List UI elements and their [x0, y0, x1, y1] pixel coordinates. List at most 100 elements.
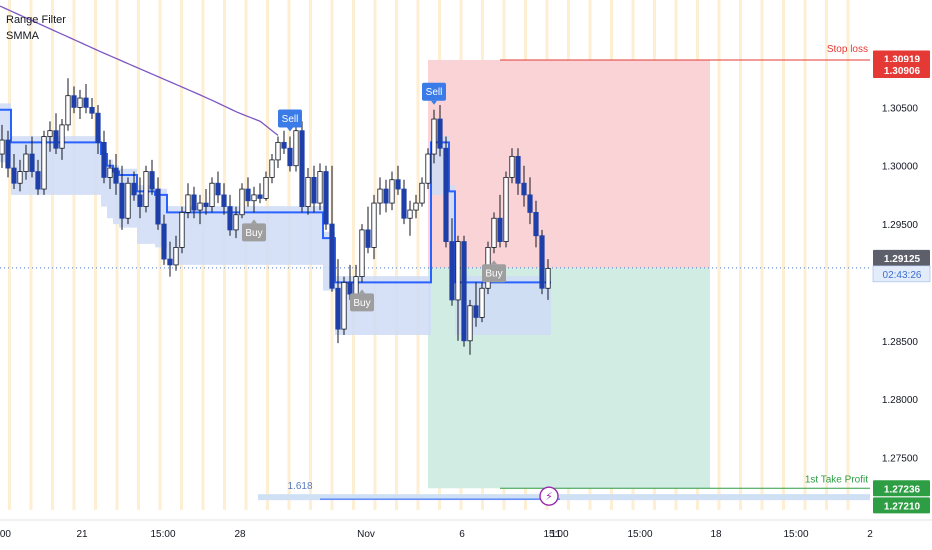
session-band [115, 0, 119, 510]
candle-body [251, 194, 257, 202]
candle-body [275, 141, 281, 161]
stop-price-box [873, 61, 930, 78]
session-band [416, 0, 420, 510]
time-tick: 2 [867, 529, 873, 540]
indicator-range-filter[interactable]: Range Filter [6, 14, 66, 26]
signal-tag [482, 264, 506, 283]
candle-body [113, 167, 119, 184]
candle-body [407, 209, 413, 219]
candle-body [317, 171, 323, 204]
candle-body [419, 182, 425, 204]
stop-zone [428, 59, 710, 268]
candle-body [0, 139, 5, 155]
price-tick: 1.28500 [882, 337, 919, 348]
fib-extension[interactable]: 1.618 ⚡ [258, 481, 870, 506]
candle-body [281, 141, 287, 149]
fib-bar [258, 494, 870, 501]
candle-body [497, 217, 503, 242]
candle-body [11, 167, 17, 184]
candle-body [449, 241, 455, 301]
candle-body [311, 176, 317, 204]
current-price: 1.29125 [884, 254, 921, 265]
price-tick: 1.28000 [882, 395, 919, 406]
candle-body [107, 167, 113, 178]
candle-body [245, 188, 251, 202]
candle-body [509, 155, 515, 178]
candle-body [77, 97, 83, 108]
candle-body [83, 97, 89, 108]
candle-body [521, 182, 527, 196]
signal-pointer [431, 100, 437, 105]
candle-body [287, 147, 293, 167]
candle-body [359, 229, 365, 277]
candle-body [527, 194, 533, 213]
candle-body [161, 223, 167, 260]
candle-body [491, 217, 497, 248]
session-band [94, 0, 97, 510]
take-profit-label: 1st Take Profit [805, 474, 868, 485]
countdown: 02:43:26 [883, 270, 922, 281]
session-band [373, 0, 377, 510]
candle-body [353, 276, 359, 295]
candle-body [101, 141, 107, 178]
time-tick: 15:00 [150, 529, 175, 540]
candle-body [119, 182, 125, 219]
candle-body [203, 202, 209, 207]
candle-body [341, 282, 347, 330]
candle-body [413, 202, 419, 211]
candle-body [215, 182, 221, 196]
price-scale[interactable]: 1.30500 1.30000 1.29500 1.28500 1.28000 1.275… [805, 44, 931, 514]
signal-tag [242, 223, 266, 242]
stop-price: 1.30906 [884, 66, 921, 77]
time-tick: :00 [0, 529, 11, 540]
signal-label: Buy [245, 228, 262, 239]
candle-body [197, 202, 203, 211]
time-tick: Nov [357, 529, 375, 540]
time-tick: 18 [710, 529, 722, 540]
candle-body [95, 112, 101, 143]
session-band [51, 0, 54, 510]
signal-label: Sell [426, 87, 443, 98]
stop-price-top: 1.30919 [884, 54, 921, 65]
signal-label: Sell [282, 114, 299, 125]
candle-body [59, 124, 65, 149]
candle-body [533, 212, 539, 237]
signal-pointer [287, 127, 293, 132]
candle-body [293, 130, 299, 167]
take-price: 1.27236 [884, 484, 921, 495]
signal-pointer [251, 219, 257, 224]
signal-pointer [359, 289, 365, 294]
candle-body [335, 287, 341, 330]
candle-body [269, 159, 275, 178]
session-band [72, 0, 76, 510]
candle-body [227, 206, 233, 231]
candle-body [185, 194, 191, 213]
time-tick: 6 [459, 529, 465, 540]
candle-body [425, 153, 431, 184]
candle-body [47, 130, 53, 137]
candle-body [461, 241, 467, 342]
candle-body [443, 147, 449, 242]
session-band [717, 0, 721, 510]
signal-labels: Sell Sell Buy Buy Buy [242, 82, 506, 312]
candle-body [155, 188, 161, 225]
alert-glyph: ⚡ [545, 490, 553, 503]
candle-body [503, 176, 509, 242]
price-tick: 1.29500 [882, 220, 919, 231]
time-tick: 15:00 [543, 529, 568, 540]
signal-label: Buy [353, 298, 370, 309]
candle-body [131, 182, 137, 196]
candle-body [473, 305, 479, 318]
candle-body [89, 106, 95, 114]
indicator-smma[interactable]: SMMA [6, 30, 39, 42]
signal-tag [350, 293, 374, 312]
session-band [29, 0, 33, 510]
fib-label: 1.618 [287, 481, 312, 492]
candle-body [65, 95, 71, 126]
candle-body [437, 118, 443, 149]
time-tick: 28 [234, 529, 246, 540]
session-band [803, 0, 807, 510]
range-filter-fill [0, 103, 551, 335]
